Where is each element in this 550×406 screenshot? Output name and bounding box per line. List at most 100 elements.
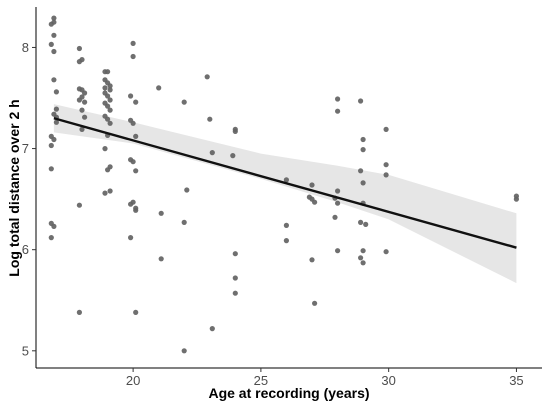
data-point	[207, 116, 213, 122]
data-point	[358, 98, 364, 104]
x-tick-label: 20	[126, 373, 140, 388]
data-point	[76, 97, 82, 103]
data-point	[232, 128, 238, 134]
data-point	[133, 168, 139, 174]
data-point	[181, 99, 187, 105]
data-point	[105, 116, 111, 122]
data-point	[312, 300, 318, 306]
fit-line-layer	[53, 117, 517, 249]
data-point	[130, 40, 136, 47]
data-point	[232, 290, 238, 296]
data-point	[82, 114, 88, 120]
y-axis-title: Log total distance over 2 h	[6, 99, 22, 276]
data-point	[360, 147, 366, 153]
data-point	[283, 222, 289, 228]
data-point	[130, 159, 136, 165]
x-tick-label: 25	[254, 373, 268, 388]
data-point	[360, 260, 366, 266]
data-point	[283, 238, 289, 244]
data-point	[358, 219, 364, 225]
data-point	[332, 214, 338, 220]
data-point	[76, 309, 82, 315]
data-point	[51, 48, 57, 55]
data-point	[335, 96, 341, 102]
data-point	[128, 93, 134, 99]
data-point	[107, 83, 113, 89]
data-point	[53, 106, 60, 112]
data-point	[76, 202, 82, 208]
data-point	[102, 85, 108, 91]
data-point	[360, 248, 366, 254]
y-tick-label: 5	[22, 343, 29, 358]
x-axis-title: Age at recording (years)	[208, 385, 369, 401]
regression-line	[53, 117, 517, 249]
data-point	[133, 99, 139, 105]
data-point	[312, 199, 318, 205]
data-point	[53, 89, 60, 95]
data-point	[232, 275, 238, 281]
data-point	[128, 235, 134, 241]
data-point	[158, 210, 164, 216]
data-point	[204, 74, 210, 80]
data-point	[383, 249, 389, 255]
data-point	[158, 256, 164, 262]
data-point	[130, 53, 136, 60]
data-point	[107, 188, 113, 194]
data-point	[51, 223, 57, 229]
data-point	[209, 326, 215, 332]
data-point	[51, 32, 57, 38]
data-point	[76, 45, 82, 52]
data-point	[51, 77, 57, 83]
data-point	[107, 107, 113, 113]
data-point	[48, 41, 54, 48]
data-point	[360, 180, 366, 186]
data-point	[363, 221, 369, 227]
data-point	[133, 207, 139, 213]
data-point	[51, 136, 57, 143]
confidence-band-layer	[53, 104, 517, 284]
data-point	[360, 136, 366, 143]
data-point	[181, 219, 187, 225]
data-point	[79, 126, 85, 132]
data-point	[105, 93, 111, 99]
data-point	[309, 257, 315, 263]
data-point	[383, 172, 389, 178]
data-point	[48, 235, 54, 241]
data-point	[309, 182, 315, 188]
data-point	[230, 153, 236, 159]
x-tick-label: 35	[509, 373, 523, 388]
data-point	[48, 166, 54, 172]
data-point	[128, 201, 134, 207]
data-point	[383, 126, 389, 132]
data-point	[130, 120, 136, 126]
data-point	[82, 99, 88, 105]
y-tick-label: 7	[22, 141, 29, 156]
data-point	[102, 190, 108, 196]
data-point	[184, 187, 190, 193]
data-point	[283, 177, 289, 183]
data-point	[53, 119, 60, 125]
data-point	[105, 69, 111, 75]
data-point	[133, 133, 139, 139]
confidence-band	[53, 104, 517, 284]
data-point	[82, 90, 88, 96]
data-point	[383, 162, 389, 168]
data-points-layer	[48, 15, 520, 354]
data-point	[335, 248, 341, 254]
data-point	[513, 196, 520, 202]
x-tick-label: 30	[381, 373, 395, 388]
data-point	[181, 348, 187, 354]
data-point	[76, 59, 82, 65]
y-tick-label: 8	[22, 40, 29, 55]
data-point	[133, 309, 139, 315]
data-point	[105, 103, 111, 109]
data-point	[335, 200, 341, 206]
data-point	[107, 97, 113, 103]
data-point	[79, 107, 85, 113]
data-point	[358, 168, 364, 174]
axes-layer: 20 25 30 35 5 6 7 8	[22, 7, 542, 388]
data-point	[51, 15, 57, 21]
data-point	[209, 150, 215, 156]
data-point	[48, 142, 54, 149]
